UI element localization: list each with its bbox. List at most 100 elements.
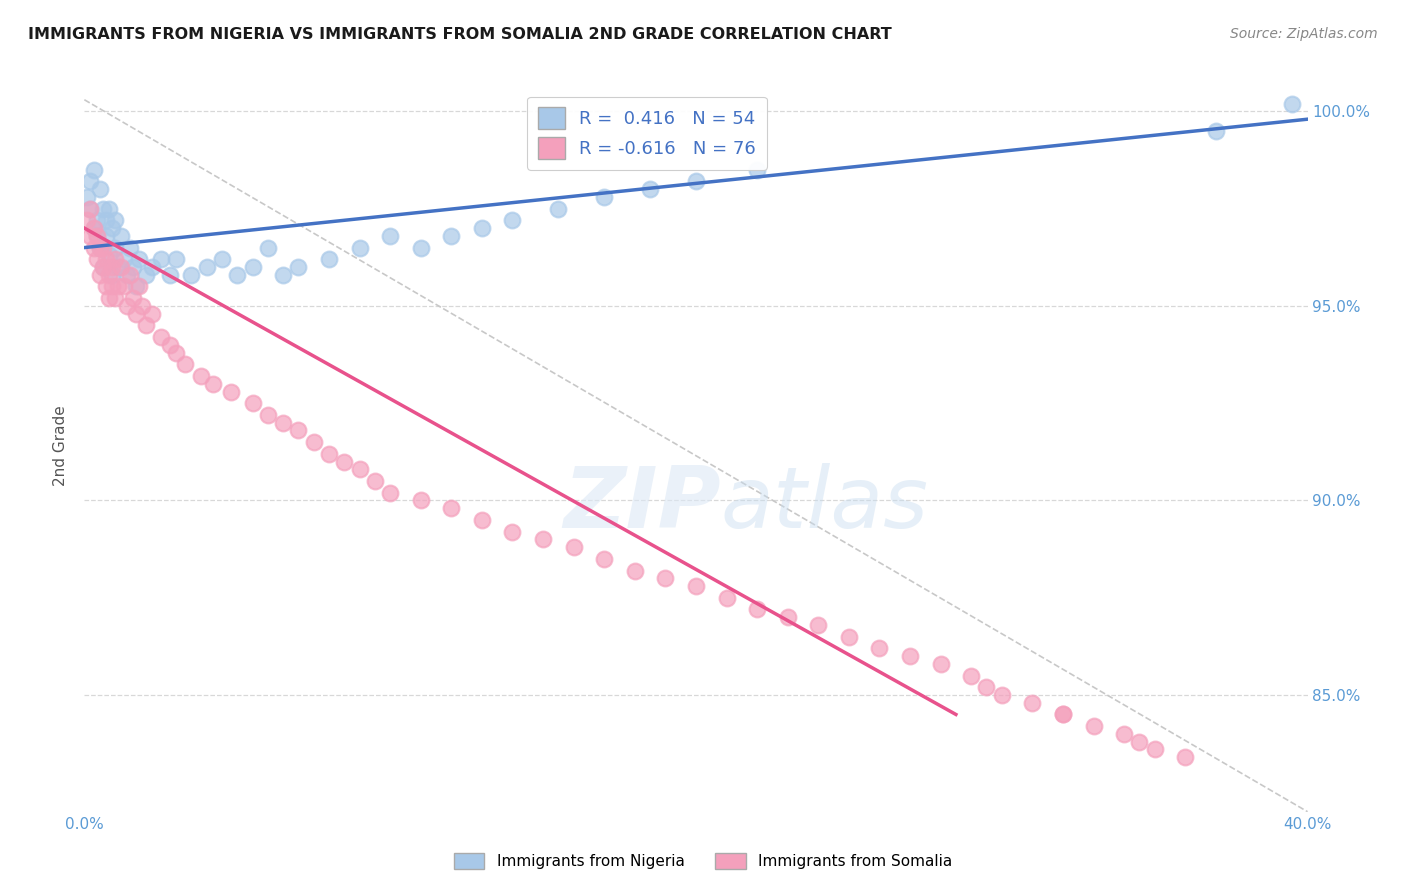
Point	[190, 368, 212, 383]
Point	[125, 279, 148, 293]
Point	[89, 268, 111, 282]
Point	[1021, 696, 1043, 710]
Point	[976, 680, 998, 694]
Point	[112, 279, 135, 293]
Point	[131, 299, 153, 313]
Point	[94, 279, 117, 293]
Point	[125, 307, 148, 321]
Point	[104, 291, 127, 305]
Point	[91, 260, 114, 274]
Point	[685, 174, 707, 188]
Point	[869, 641, 891, 656]
Point	[562, 540, 585, 554]
Point	[128, 279, 150, 293]
Point	[79, 228, 101, 243]
Point	[149, 252, 172, 267]
Point	[471, 221, 494, 235]
Point	[929, 657, 952, 671]
Point	[1052, 707, 1074, 722]
Point	[104, 252, 127, 267]
Point	[226, 268, 249, 282]
Point	[86, 213, 108, 227]
Point	[257, 408, 280, 422]
Point	[807, 618, 830, 632]
Point	[440, 228, 463, 243]
Point	[97, 268, 120, 282]
Point	[141, 307, 163, 321]
Point	[593, 190, 616, 204]
Point	[135, 318, 157, 333]
Point	[364, 474, 387, 488]
Point	[409, 241, 432, 255]
Point	[79, 202, 101, 216]
Point	[747, 162, 769, 177]
Point	[89, 182, 111, 196]
Legend: Immigrants from Nigeria, Immigrants from Somalia: Immigrants from Nigeria, Immigrants from…	[447, 847, 959, 875]
Point	[271, 416, 294, 430]
Point	[242, 260, 264, 274]
Point	[89, 241, 111, 255]
Point	[409, 493, 432, 508]
Point	[97, 202, 120, 216]
Point	[654, 571, 676, 585]
Point	[159, 338, 181, 352]
Point	[101, 260, 124, 274]
Y-axis label: 2nd Grade: 2nd Grade	[53, 406, 69, 486]
Point	[349, 462, 371, 476]
Point	[180, 268, 202, 282]
Point	[89, 241, 111, 255]
Point	[1174, 750, 1197, 764]
Point	[101, 279, 124, 293]
Point	[94, 228, 117, 243]
Point	[271, 268, 294, 282]
Point	[349, 241, 371, 255]
Point	[685, 579, 707, 593]
Point	[716, 591, 738, 605]
Point	[502, 524, 524, 539]
Point	[991, 688, 1014, 702]
Point	[318, 252, 340, 267]
Point	[318, 447, 340, 461]
Point	[104, 213, 127, 227]
Point	[165, 345, 187, 359]
Point	[115, 268, 138, 282]
Point	[471, 513, 494, 527]
Point	[219, 384, 242, 399]
Text: atlas: atlas	[720, 463, 928, 546]
Point	[380, 485, 402, 500]
Point	[79, 202, 101, 216]
Point	[141, 260, 163, 274]
Point	[165, 252, 187, 267]
Point	[776, 610, 799, 624]
Point	[76, 190, 98, 204]
Point	[333, 454, 356, 468]
Point	[531, 533, 554, 547]
Point	[97, 248, 120, 262]
Point	[97, 291, 120, 305]
Point	[287, 260, 309, 274]
Point	[149, 330, 172, 344]
Point	[107, 279, 129, 293]
Point	[135, 268, 157, 282]
Legend: R =  0.416   N = 54, R = -0.616   N = 76: R = 0.416 N = 54, R = -0.616 N = 76	[527, 96, 768, 169]
Point	[502, 213, 524, 227]
Point	[112, 252, 135, 267]
Point	[1143, 742, 1166, 756]
Point	[747, 602, 769, 616]
Text: ZIP: ZIP	[562, 463, 720, 546]
Point	[1205, 124, 1227, 138]
Point	[838, 630, 860, 644]
Point	[110, 228, 132, 243]
Point	[211, 252, 233, 267]
Text: Source: ZipAtlas.com: Source: ZipAtlas.com	[1230, 27, 1378, 41]
Point	[593, 551, 616, 566]
Point	[94, 252, 117, 267]
Point	[91, 241, 114, 255]
Point	[101, 268, 124, 282]
Point	[83, 221, 105, 235]
Point	[287, 424, 309, 438]
Point	[83, 221, 105, 235]
Point	[898, 649, 921, 664]
Point	[86, 228, 108, 243]
Point	[120, 268, 142, 282]
